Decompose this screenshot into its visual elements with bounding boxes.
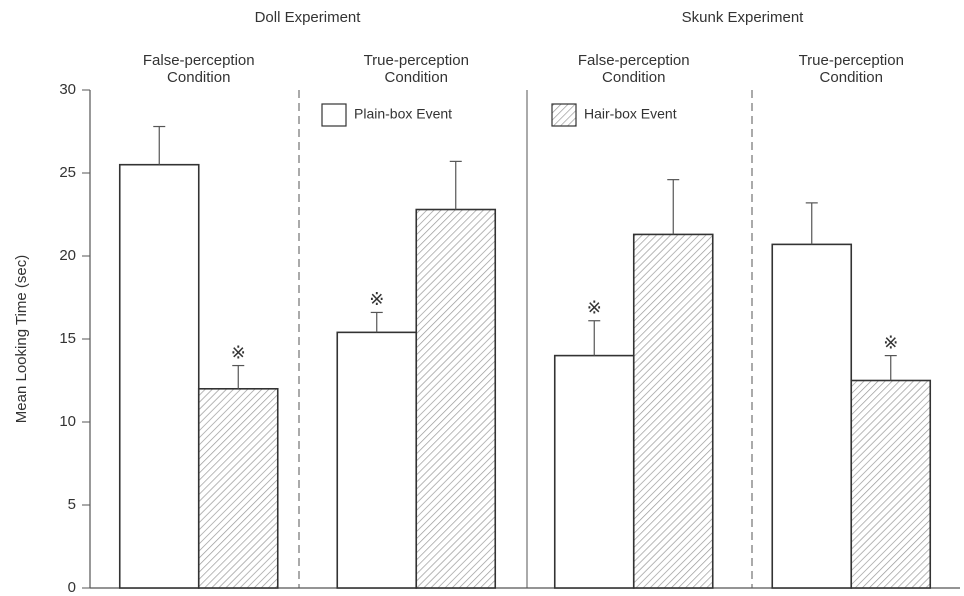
significance-marker: ※ xyxy=(231,342,246,362)
group-label: Doll Experiment xyxy=(255,9,362,26)
y-tick-label: 0 xyxy=(68,579,76,596)
bar xyxy=(632,233,714,589)
group-label: Skunk Experiment xyxy=(682,9,805,26)
bar xyxy=(850,379,932,589)
condition-label: False-perception Condition xyxy=(142,52,255,86)
y-tick-label: 5 xyxy=(68,496,76,513)
bar xyxy=(771,243,853,589)
legend-label: Hair-box Event xyxy=(584,106,677,122)
legend-swatch xyxy=(321,103,347,127)
legend-label: Plain-box Event xyxy=(354,106,452,122)
bar xyxy=(118,163,200,589)
bar xyxy=(553,354,635,589)
legend-swatch xyxy=(551,103,577,127)
y-axis-label: Mean Looking Time (sec) xyxy=(13,255,30,423)
y-tick-label: 10 xyxy=(59,413,76,430)
bar xyxy=(336,331,418,589)
y-tick-label: 20 xyxy=(59,247,76,264)
bar xyxy=(197,387,279,589)
condition-label: True-perception Condition xyxy=(363,52,469,86)
significance-marker: ※ xyxy=(369,289,384,309)
bar xyxy=(415,208,497,589)
significance-marker: ※ xyxy=(587,297,602,317)
y-tick-label: 30 xyxy=(59,81,76,98)
y-tick-label: 15 xyxy=(59,330,76,347)
condition-label: False-perception Condition xyxy=(577,52,690,86)
y-tick-label: 25 xyxy=(59,164,76,181)
condition-label: True-perception Condition xyxy=(798,52,904,86)
significance-marker: ※ xyxy=(883,332,898,352)
